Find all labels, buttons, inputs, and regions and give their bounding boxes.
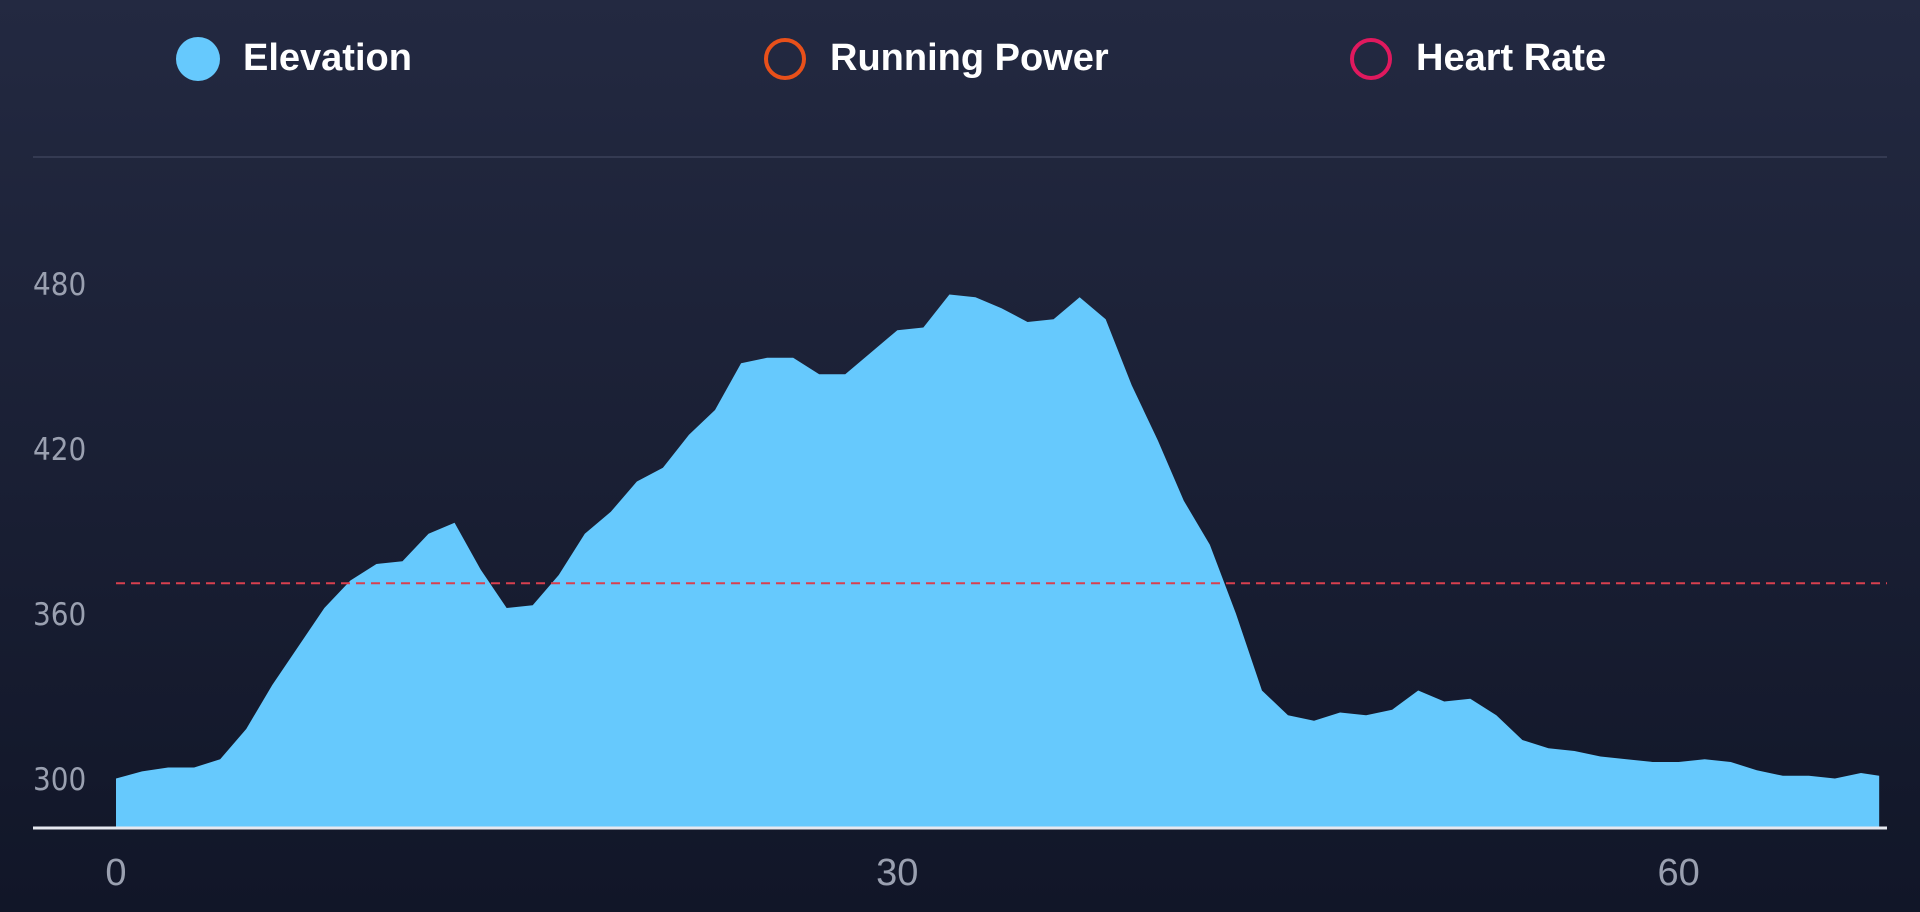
x-tick-label: 30 [876, 852, 918, 894]
elevation-area [116, 294, 1880, 828]
legend-label[interactable]: Elevation [243, 37, 412, 79]
x-tick-label: 60 [1658, 852, 1700, 894]
legend-marker[interactable] [176, 37, 220, 81]
y-tick-label: 360 [33, 597, 86, 633]
y-tick-label: 480 [33, 267, 86, 303]
x-tick-label: 0 [105, 852, 126, 894]
legend-label[interactable]: Heart Rate [1416, 37, 1606, 79]
legend-marker[interactable] [764, 38, 806, 80]
legend-label[interactable]: Running Power [830, 37, 1109, 79]
y-tick-label: 300 [33, 762, 86, 798]
y-tick-label: 420 [33, 432, 86, 468]
legend-marker[interactable] [1350, 38, 1392, 80]
